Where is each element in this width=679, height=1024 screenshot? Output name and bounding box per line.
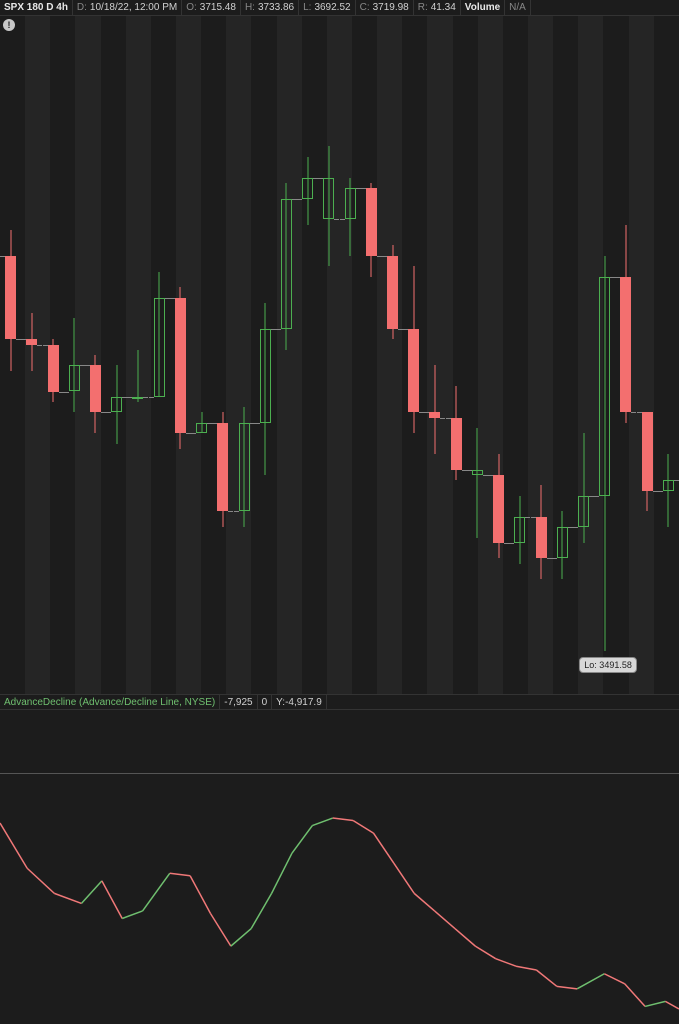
candle xyxy=(154,16,165,694)
candle xyxy=(387,16,398,694)
candle xyxy=(408,16,419,694)
indicator-header: AdvanceDecline (Advance/Decline Line, NY… xyxy=(0,694,679,710)
candle xyxy=(69,16,80,694)
advance-decline-line xyxy=(0,710,679,1024)
indicator-val2: 0 xyxy=(258,695,273,709)
candle xyxy=(90,16,101,694)
candle xyxy=(620,16,631,694)
volume-key-cell: Volume xyxy=(461,0,505,15)
range-cell: R: 41.34 xyxy=(414,0,461,15)
candle xyxy=(5,16,16,694)
date-cell: D: 10/18/22, 12:00 PM xyxy=(73,0,182,15)
candle xyxy=(493,16,504,694)
candle xyxy=(429,16,440,694)
high-cell: H: 3733.86 xyxy=(241,0,299,15)
low-cell: L: 3692.52 xyxy=(299,0,356,15)
chart-header: SPX 180 D 4h D: 10/18/22, 12:00 PM O: 37… xyxy=(0,0,679,16)
main-candlestick-chart[interactable]: ! Lo: 3491.58 xyxy=(0,16,679,694)
indicator-name-cell[interactable]: AdvanceDecline (Advance/Decline Line, NY… xyxy=(0,695,220,709)
candle xyxy=(217,16,228,694)
candle xyxy=(599,16,610,694)
alert-icon[interactable]: ! xyxy=(3,19,15,31)
candle xyxy=(472,16,483,694)
volume-val-cell: N/A xyxy=(505,0,531,15)
candles-layer xyxy=(0,16,679,694)
candle xyxy=(323,16,334,694)
candle xyxy=(281,16,292,694)
candle xyxy=(578,16,589,694)
candle xyxy=(366,16,377,694)
symbol-cell[interactable]: SPX 180 D 4h xyxy=(0,0,73,15)
candle xyxy=(26,16,37,694)
candle xyxy=(451,16,462,694)
candle xyxy=(175,16,186,694)
candle xyxy=(514,16,525,694)
candle xyxy=(132,16,143,694)
candle xyxy=(239,16,250,694)
symbol-label: SPX 180 D 4h xyxy=(4,2,68,13)
candle xyxy=(260,16,271,694)
open-cell: O: 3715.48 xyxy=(182,0,241,15)
indicator-val1: -7,925 xyxy=(220,695,257,709)
candle xyxy=(557,16,568,694)
indicator-y-cell: Y: -4,917.9 xyxy=(272,695,327,709)
candle xyxy=(302,16,313,694)
indicator-name: AdvanceDecline (Advance/Decline Line, NY… xyxy=(4,697,215,708)
advance-decline-chart[interactable] xyxy=(0,710,679,1024)
candle xyxy=(48,16,59,694)
candle xyxy=(196,16,207,694)
close-cell: C: 3719.98 xyxy=(356,0,414,15)
low-price-label: Lo: 3491.58 xyxy=(579,657,637,673)
candle xyxy=(111,16,122,694)
candle xyxy=(642,16,653,694)
candle xyxy=(536,16,547,694)
candle xyxy=(663,16,674,694)
candle xyxy=(345,16,356,694)
